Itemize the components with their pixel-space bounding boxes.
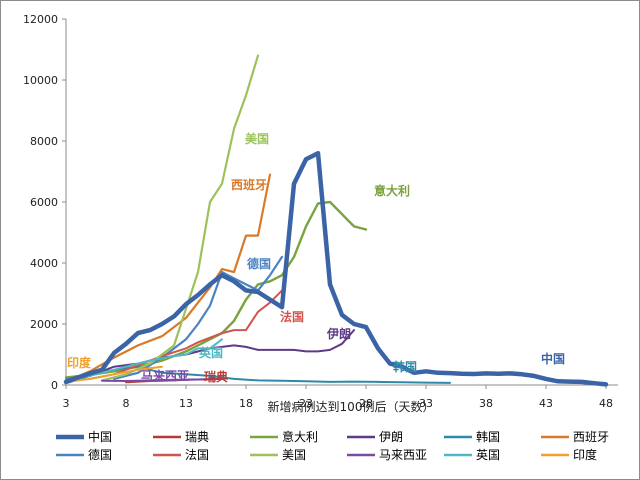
legend-entry: 德国 — [88, 447, 112, 462]
x-tick-label: 18 — [239, 397, 253, 410]
series-line — [100, 54, 260, 382]
y-tick-label: 12000 — [23, 13, 58, 26]
series-label: 印度 — [67, 355, 92, 370]
series-label: 德国 — [247, 256, 271, 271]
legend-entry: 印度 — [573, 447, 597, 462]
x-tick-label: 3 — [63, 397, 70, 410]
x-tick-label: 43 — [539, 397, 553, 410]
legend-entry: 西班牙 — [573, 430, 609, 444]
x-axis-title: 新增病例达到100例后（天数） — [268, 399, 435, 414]
chart-series — [63, 54, 609, 387]
legend-entry: 美国 — [282, 448, 306, 462]
legend-entry: 韩国 — [476, 429, 500, 444]
x-tick-label: 38 — [479, 397, 493, 410]
series-line — [77, 338, 223, 380]
series-line — [63, 150, 609, 387]
legend-entry: 意大利 — [282, 429, 318, 444]
series-label: 意大利 — [374, 183, 410, 198]
legend-entry: 伊朗 — [379, 430, 403, 444]
y-tick-label: 6000 — [30, 196, 58, 209]
x-tick-label: 28 — [359, 397, 373, 410]
x-tick-label: 23 — [299, 397, 313, 410]
x-tick-label: 48 — [599, 397, 613, 410]
series-line — [65, 365, 163, 383]
y-tick-label: 2000 — [30, 318, 58, 331]
series-label: 韩国 — [393, 359, 417, 374]
series-line — [89, 289, 283, 380]
legend-entry: 法国 — [185, 448, 209, 462]
series-line — [64, 173, 272, 383]
y-tick-label: 0 — [51, 379, 58, 392]
legend-entry: 中国 — [88, 429, 112, 444]
x-tick-label: 8 — [123, 397, 130, 410]
y-tick-label: 4000 — [30, 257, 58, 270]
series-label: 法国 — [280, 309, 304, 324]
series-label: 西班牙 — [231, 177, 267, 192]
x-tick-label: 13 — [179, 397, 193, 410]
y-tick-label: 8000 — [30, 135, 58, 148]
series-label: 中国 — [541, 351, 565, 366]
y-tick-label: 10000 — [23, 74, 58, 87]
legend-entry: 马来西亚 — [379, 448, 427, 462]
series-label: 英国 — [199, 345, 223, 360]
series-line — [112, 255, 284, 380]
legend-entry: 瑞典 — [185, 430, 209, 444]
x-tick-label: 33 — [419, 397, 433, 410]
legend-entry: 英国 — [476, 448, 500, 462]
series-line — [101, 377, 223, 382]
series-label: 美国 — [245, 131, 269, 146]
series-label: 马来西亚 — [141, 368, 189, 383]
series-label: 伊朗 — [326, 326, 351, 341]
series-label: 瑞典 — [204, 369, 228, 384]
